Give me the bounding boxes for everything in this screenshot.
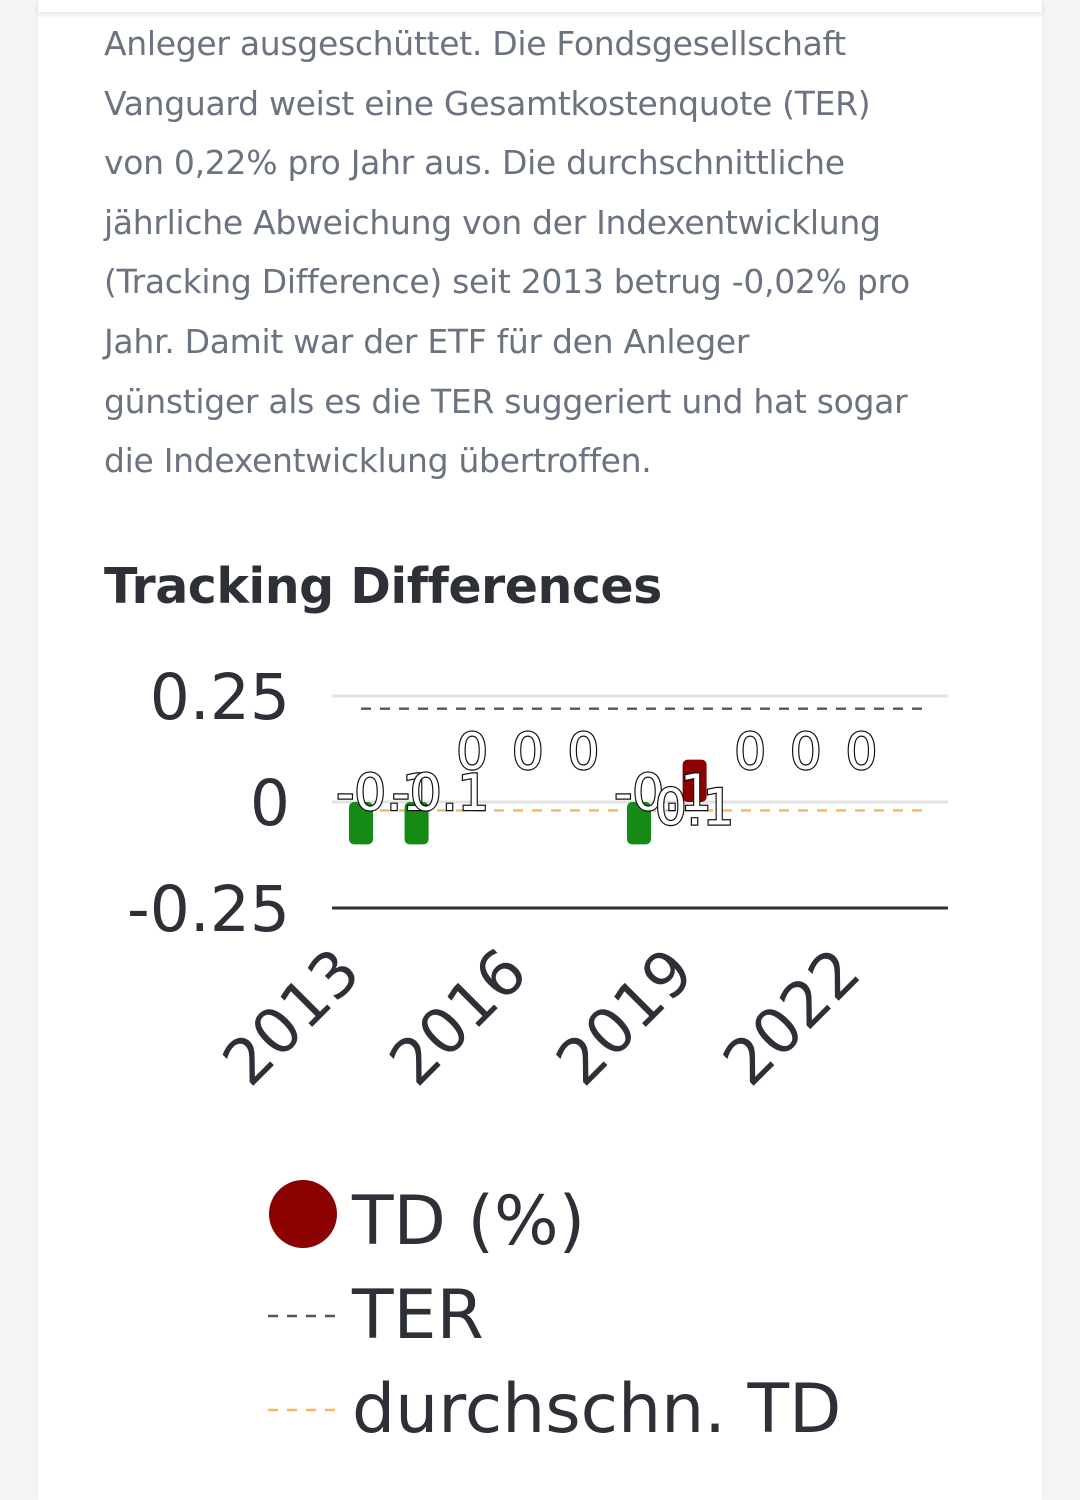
legend-label-ter: TER — [351, 1276, 484, 1355]
section-title: Tracking Differences — [104, 558, 662, 615]
content-card — [38, 0, 1042, 1500]
legend-dot-icon — [269, 1180, 337, 1248]
data-label-2019: 0.1 — [655, 779, 735, 837]
bar-2013 — [349, 802, 373, 845]
data-label-2022: 0 — [845, 723, 877, 781]
data-label-2018: -0.1 — [614, 764, 712, 822]
x-tick-label: 2019 — [543, 935, 708, 1100]
data-labels: -0.1-0.10 0 0-0.10.10 0 0 — [335, 722, 878, 838]
x-tick-label: 2022 — [709, 935, 874, 1100]
x-tick-label: 2016 — [376, 935, 541, 1100]
data-label-2013: -0.1 — [336, 764, 434, 822]
tracking-difference-chart: -0.1-0.10 0 0-0.10.10 0 0 0.250-0.25 2013 201… — [127, 661, 948, 1449]
x-axis-ticks: 2013 2016 2019 2022 — [209, 935, 874, 1100]
data-label-2017: 0 — [567, 723, 599, 781]
bars — [349, 759, 707, 845]
bar-2014 — [404, 802, 429, 845]
x-tick-label: 2013 — [209, 935, 374, 1100]
legend-label-avg: durchschn. TD — [352, 1370, 841, 1449]
top-edge-shadow — [38, 0, 1042, 12]
legend-label-td: TD (%) — [351, 1182, 585, 1261]
bar-2018 — [627, 802, 651, 845]
y-tick-label: -0.25 — [127, 873, 290, 946]
y-tick-label: 0.25 — [150, 661, 290, 734]
bar-2019 — [682, 759, 707, 802]
data-label-2021: 0 — [790, 723, 822, 781]
fund-description-paragraph: Anleger ausgeschüttet. Die Fondsgesellsc… — [104, 24, 910, 481]
data-label-2014: -0.1 — [392, 764, 490, 822]
data-label-2020: 0 — [734, 723, 766, 781]
data-label-2016: 0 — [512, 723, 544, 781]
data-label-2015: 0 — [456, 723, 488, 781]
y-axis-ticks: 0.25 0 -0.25 — [127, 661, 290, 946]
y-tick-label: 0 — [250, 767, 290, 840]
legend: TD (%) TER durchschn. TD — [268, 1180, 841, 1449]
